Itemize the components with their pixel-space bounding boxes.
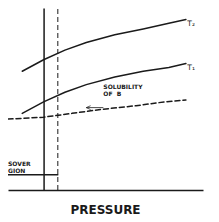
annotation: T₁ bbox=[186, 63, 195, 72]
annotation-line: SOLUBILITY bbox=[103, 83, 143, 90]
annotation-line: OF B bbox=[103, 90, 121, 97]
marks bbox=[8, 8, 186, 190]
annotation: SOLUBILITYOF B bbox=[103, 83, 143, 97]
annotation-line: GION bbox=[8, 167, 25, 174]
series-line bbox=[8, 174, 58, 176]
annotation: SOVERGION bbox=[8, 160, 31, 174]
annotation-line: SOVER bbox=[8, 160, 31, 167]
x-axis-title: PRESSURE bbox=[70, 203, 140, 217]
axis-line bbox=[9, 190, 204, 192]
series-line bbox=[8, 100, 186, 119]
axis-line bbox=[43, 9, 45, 191]
x-axis bbox=[9, 190, 204, 191]
series-line bbox=[22, 19, 186, 71]
y-axis bbox=[44, 9, 45, 191]
arrow bbox=[86, 107, 103, 108]
vertical-line bbox=[57, 8, 58, 190]
plot: T₂ T₁ SOLUBILITYOF B SOVERGION bbox=[8, 8, 204, 191]
series-line bbox=[22, 64, 186, 114]
annotation-line: T₁ bbox=[186, 63, 195, 72]
chart: T₂ T₁ SOLUBILITYOF B SOVERGION PRESSURE bbox=[0, 0, 219, 222]
annotation: T₂ bbox=[186, 19, 195, 28]
annotation-line: T₂ bbox=[186, 19, 195, 28]
annotations: T₂ T₁ SOLUBILITYOF B SOVERGION bbox=[8, 19, 195, 174]
